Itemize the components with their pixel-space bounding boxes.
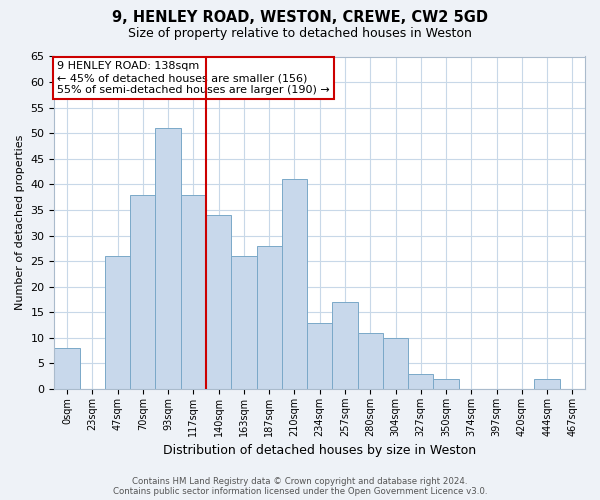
Bar <box>408 374 433 389</box>
Y-axis label: Number of detached properties: Number of detached properties <box>15 135 25 310</box>
Bar <box>307 322 332 389</box>
Text: 9, HENLEY ROAD, WESTON, CREWE, CW2 5GD: 9, HENLEY ROAD, WESTON, CREWE, CW2 5GD <box>112 10 488 25</box>
Bar <box>206 215 231 389</box>
Text: 9 HENLEY ROAD: 138sqm
← 45% of detached houses are smaller (156)
55% of semi-det: 9 HENLEY ROAD: 138sqm ← 45% of detached … <box>57 62 330 94</box>
Bar <box>332 302 358 389</box>
Bar <box>358 333 383 389</box>
Bar <box>535 379 560 389</box>
X-axis label: Distribution of detached houses by size in Weston: Distribution of detached houses by size … <box>163 444 476 458</box>
Bar <box>55 348 80 389</box>
Text: Size of property relative to detached houses in Weston: Size of property relative to detached ho… <box>128 28 472 40</box>
Bar <box>231 256 257 389</box>
Bar <box>383 338 408 389</box>
Bar <box>181 194 206 389</box>
Bar <box>282 180 307 389</box>
Bar <box>155 128 181 389</box>
Bar <box>105 256 130 389</box>
Text: Contains public sector information licensed under the Open Government Licence v3: Contains public sector information licen… <box>113 487 487 496</box>
Bar <box>130 194 155 389</box>
Bar <box>257 246 282 389</box>
Text: Contains HM Land Registry data © Crown copyright and database right 2024.: Contains HM Land Registry data © Crown c… <box>132 477 468 486</box>
Bar <box>433 379 458 389</box>
